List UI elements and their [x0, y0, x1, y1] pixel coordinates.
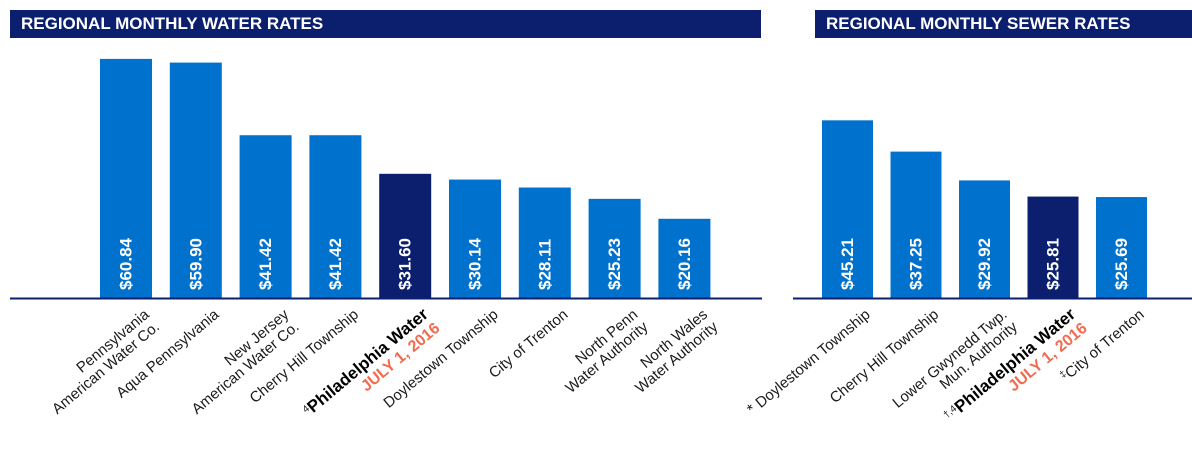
sewer-chart: $45.21* Doylestown Township$37.25Cherry … [744, 120, 1192, 420]
bar [822, 120, 873, 298]
bar [658, 218, 711, 298]
bar [959, 180, 1010, 298]
category-label-name: Philadelphia Water [304, 304, 433, 416]
bar-value-label: $28.11 [535, 239, 554, 290]
bar [890, 151, 942, 298]
bar [169, 62, 222, 298]
bar [239, 135, 292, 298]
bar [518, 187, 571, 298]
bar [1096, 197, 1147, 298]
bar-value-label: $31.60 [396, 238, 415, 290]
bar-value-label: $41.42 [326, 238, 345, 290]
bar-value-label: $45.21 [838, 238, 857, 290]
bar-value-label: $25.69 [1112, 238, 1131, 290]
bar-value-label: $25.81 [1044, 238, 1063, 290]
category-label-prefix: 4 [300, 403, 312, 415]
bar [100, 58, 152, 298]
bar-value-label: $37.25 [907, 238, 926, 290]
bar-value-label: $29.92 [975, 238, 994, 290]
bar [588, 198, 641, 298]
category-label: * Doylestown Township [744, 306, 873, 418]
category-label-text: Doylestown Township [752, 306, 873, 412]
category-label-text: Lower Gwynedd Twp. [889, 306, 1010, 412]
water-rates-title: REGIONAL MONTHLY WATER RATES [10, 10, 761, 38]
bar-value-label: $60.84 [117, 237, 136, 290]
bar-value-label: $30.14 [466, 237, 485, 290]
sewer-rates-title: REGIONAL MONTHLY SEWER RATES [815, 10, 1192, 38]
bar-value-label: $20.16 [675, 238, 694, 290]
bar-value-label: $25.23 [605, 238, 624, 290]
bar [1027, 196, 1079, 298]
category-label-line: * Doylestown Township [744, 306, 873, 418]
category-label-line: Lower Gwynedd Twp. [889, 306, 1010, 412]
bar [449, 179, 501, 298]
category-label-prefix: ‡ [1057, 368, 1068, 380]
bar [379, 173, 432, 298]
bar-value-label: $41.42 [256, 238, 275, 290]
bar-value-label: $59.90 [186, 238, 205, 290]
bar [309, 135, 362, 298]
category-label-line: 4Philadelphia Water [299, 304, 432, 420]
